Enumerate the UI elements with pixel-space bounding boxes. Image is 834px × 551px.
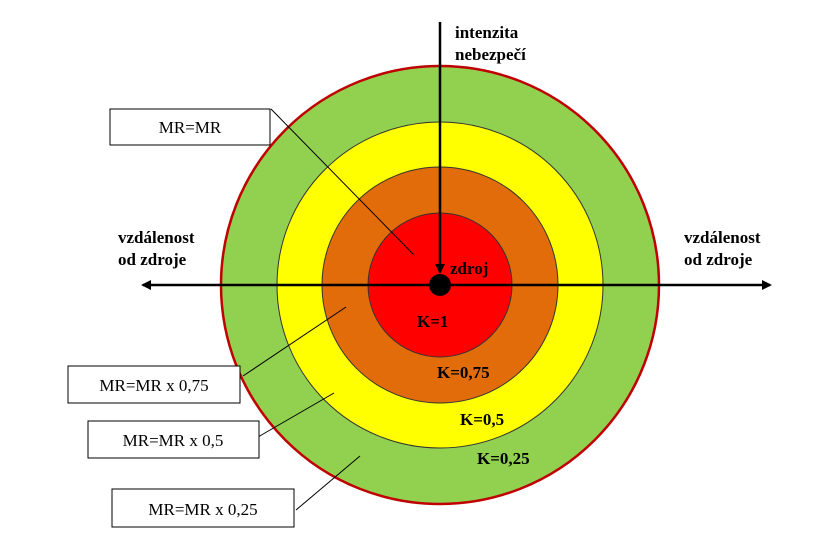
callout-box-4: MR=MR x 0,25 (111, 488, 295, 528)
vertical-axis-label-line2: nebezpečí (455, 45, 526, 64)
right-axis-label-line2: od zdroje (684, 250, 753, 269)
source-label: zdroj (450, 259, 488, 278)
callout-leader-2 (242, 306, 347, 377)
callout-leader-3 (257, 392, 335, 438)
callout-text-3: MR=MR x 0,5 (123, 431, 224, 450)
callout-text-1: MR=MR (159, 118, 222, 137)
callout-box-2: MR=MR x 0,75 (67, 365, 241, 404)
callout-box-3: MR=MR x 0,5 (87, 420, 260, 459)
right-axis-label-line1: vzdálenost (684, 228, 761, 247)
vertical-axis-label-line1: intenzita (455, 23, 519, 42)
callout-box-1: MR=MR (109, 108, 271, 146)
left-axis-label-line2: od zdroje (118, 250, 187, 269)
source-dot (429, 274, 451, 296)
callout-leader-1 (270, 108, 415, 256)
callout-leader-4 (295, 455, 361, 511)
k-label-yellow: K=0,5 (460, 410, 504, 429)
left-axis-label-line1: vzdálenost (118, 228, 195, 247)
callout-text-2: MR=MR x 0,75 (99, 376, 208, 395)
k-label-red: K=1 (417, 312, 448, 331)
k-label-green: K=0,25 (477, 449, 530, 468)
callout-text-4: MR=MR x 0,25 (148, 500, 257, 519)
k-label-orange: K=0,75 (437, 363, 490, 382)
